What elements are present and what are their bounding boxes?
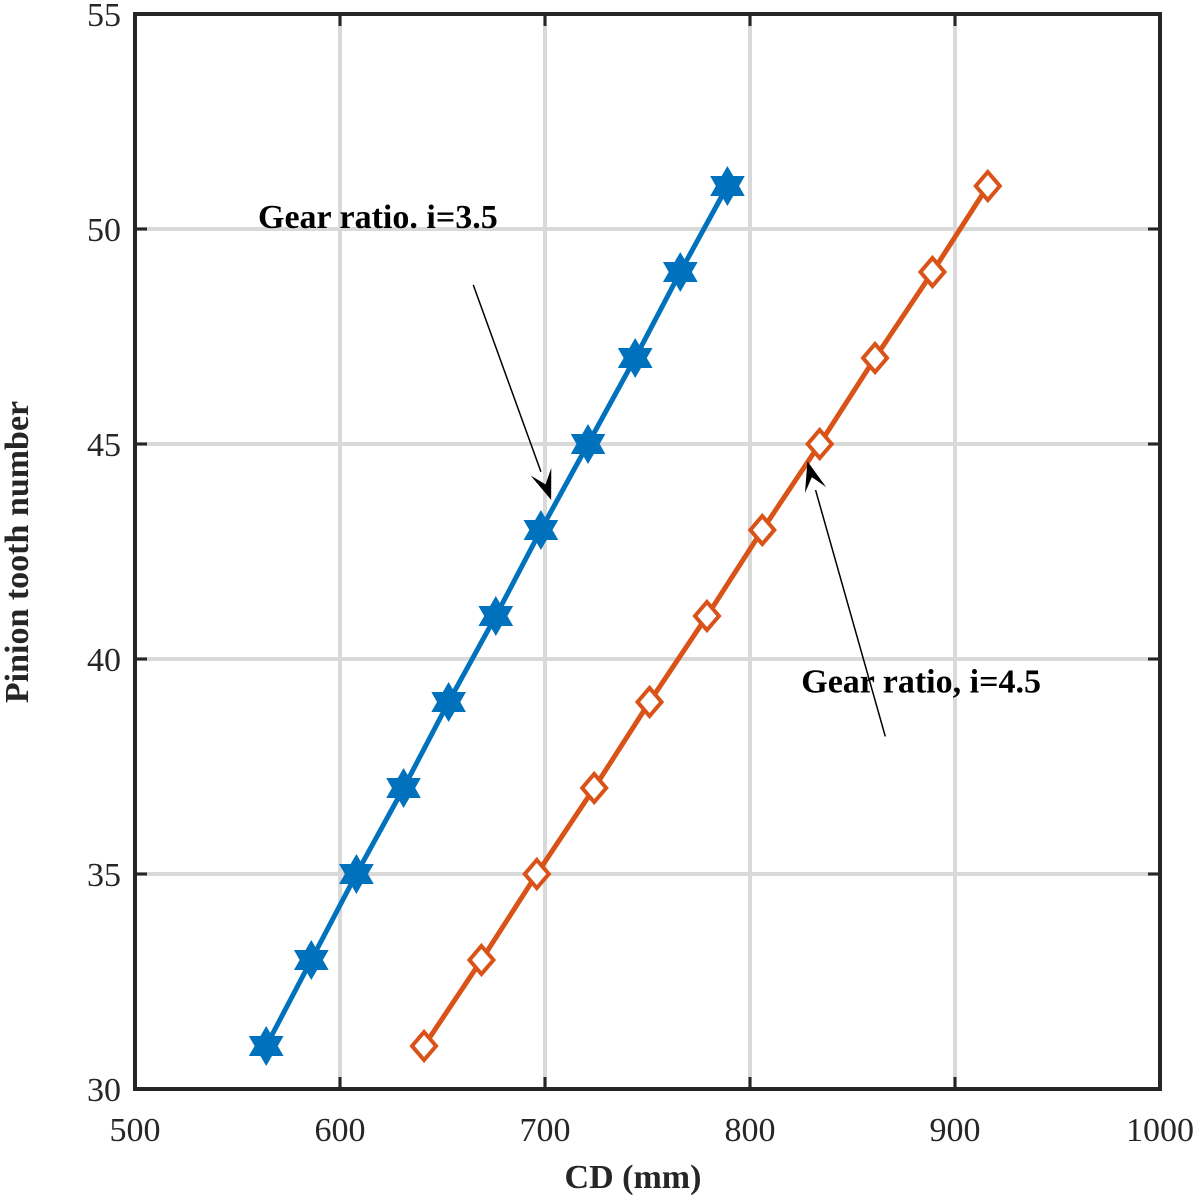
data-point-diamond (579, 770, 609, 806)
data-point-star (339, 854, 374, 894)
data-point-star (248, 1026, 284, 1066)
x-tick-label: 500 (110, 1112, 161, 1149)
annotation-text: Gear ratio, i=4.5 (801, 664, 1041, 701)
data-point-diamond (692, 598, 722, 634)
y-tick-label: 40 (87, 642, 121, 679)
x-axis-title: CD (mm) (565, 1159, 702, 1196)
x-tick-label: 1000 (1126, 1112, 1194, 1149)
data-point-diamond (747, 512, 777, 548)
series-lines (248, 166, 1003, 1066)
series-2 (409, 168, 1003, 1064)
data-point-diamond (973, 168, 1003, 204)
data-point-diamond (409, 1028, 439, 1064)
data-point-diamond (805, 426, 835, 462)
data-point-star (662, 252, 698, 292)
x-tick-label: 800 (725, 1112, 776, 1149)
plot-frame (133, 12, 1162, 1091)
annotation-arrow-head (530, 467, 552, 500)
annotation-arrow-shaft (814, 489, 887, 737)
y-axis-title: Pinion tooth number (0, 401, 36, 703)
annotation-2: Gear ratio, i=4.5 (801, 461, 1041, 737)
data-point-diamond (522, 856, 552, 892)
data-point-star (431, 682, 466, 722)
series-1 (248, 166, 745, 1066)
y-tick-label: 30 (87, 1072, 121, 1109)
x-tick-label: 700 (520, 1112, 571, 1149)
data-point-star (617, 338, 653, 378)
annotations: Gear ratio. i=3.5 Gear ratio, i=4.5 (258, 199, 1041, 737)
y-tick-label: 50 (87, 212, 121, 249)
data-point-diamond (466, 942, 497, 978)
annotation-1: Gear ratio. i=3.5 (258, 199, 552, 500)
annotation-arrow-shaft (472, 284, 542, 472)
y-tick-label: 45 (87, 427, 121, 464)
y-tick-label: 35 (87, 857, 121, 894)
data-point-diamond (860, 340, 890, 376)
annotation-text: Gear ratio. i=3.5 (258, 199, 498, 236)
x-tick-label: 900 (930, 1112, 981, 1149)
data-point-diamond (634, 684, 665, 720)
data-point-diamond (917, 254, 948, 290)
y-tick-label: 55 (87, 0, 121, 34)
data-point-star (386, 768, 421, 808)
axes: 500 600 700 800 900 1000 30 35 40 45 50 55 (87, 0, 1194, 1149)
data-point-star (523, 510, 559, 550)
grid (135, 14, 1160, 1089)
x-tick-label: 600 (315, 1112, 366, 1149)
data-point-star (710, 166, 745, 206)
data-point-star (570, 424, 606, 464)
data-point-star (293, 940, 329, 980)
annotation-arrow-head (804, 461, 827, 494)
data-point-star (478, 596, 514, 636)
